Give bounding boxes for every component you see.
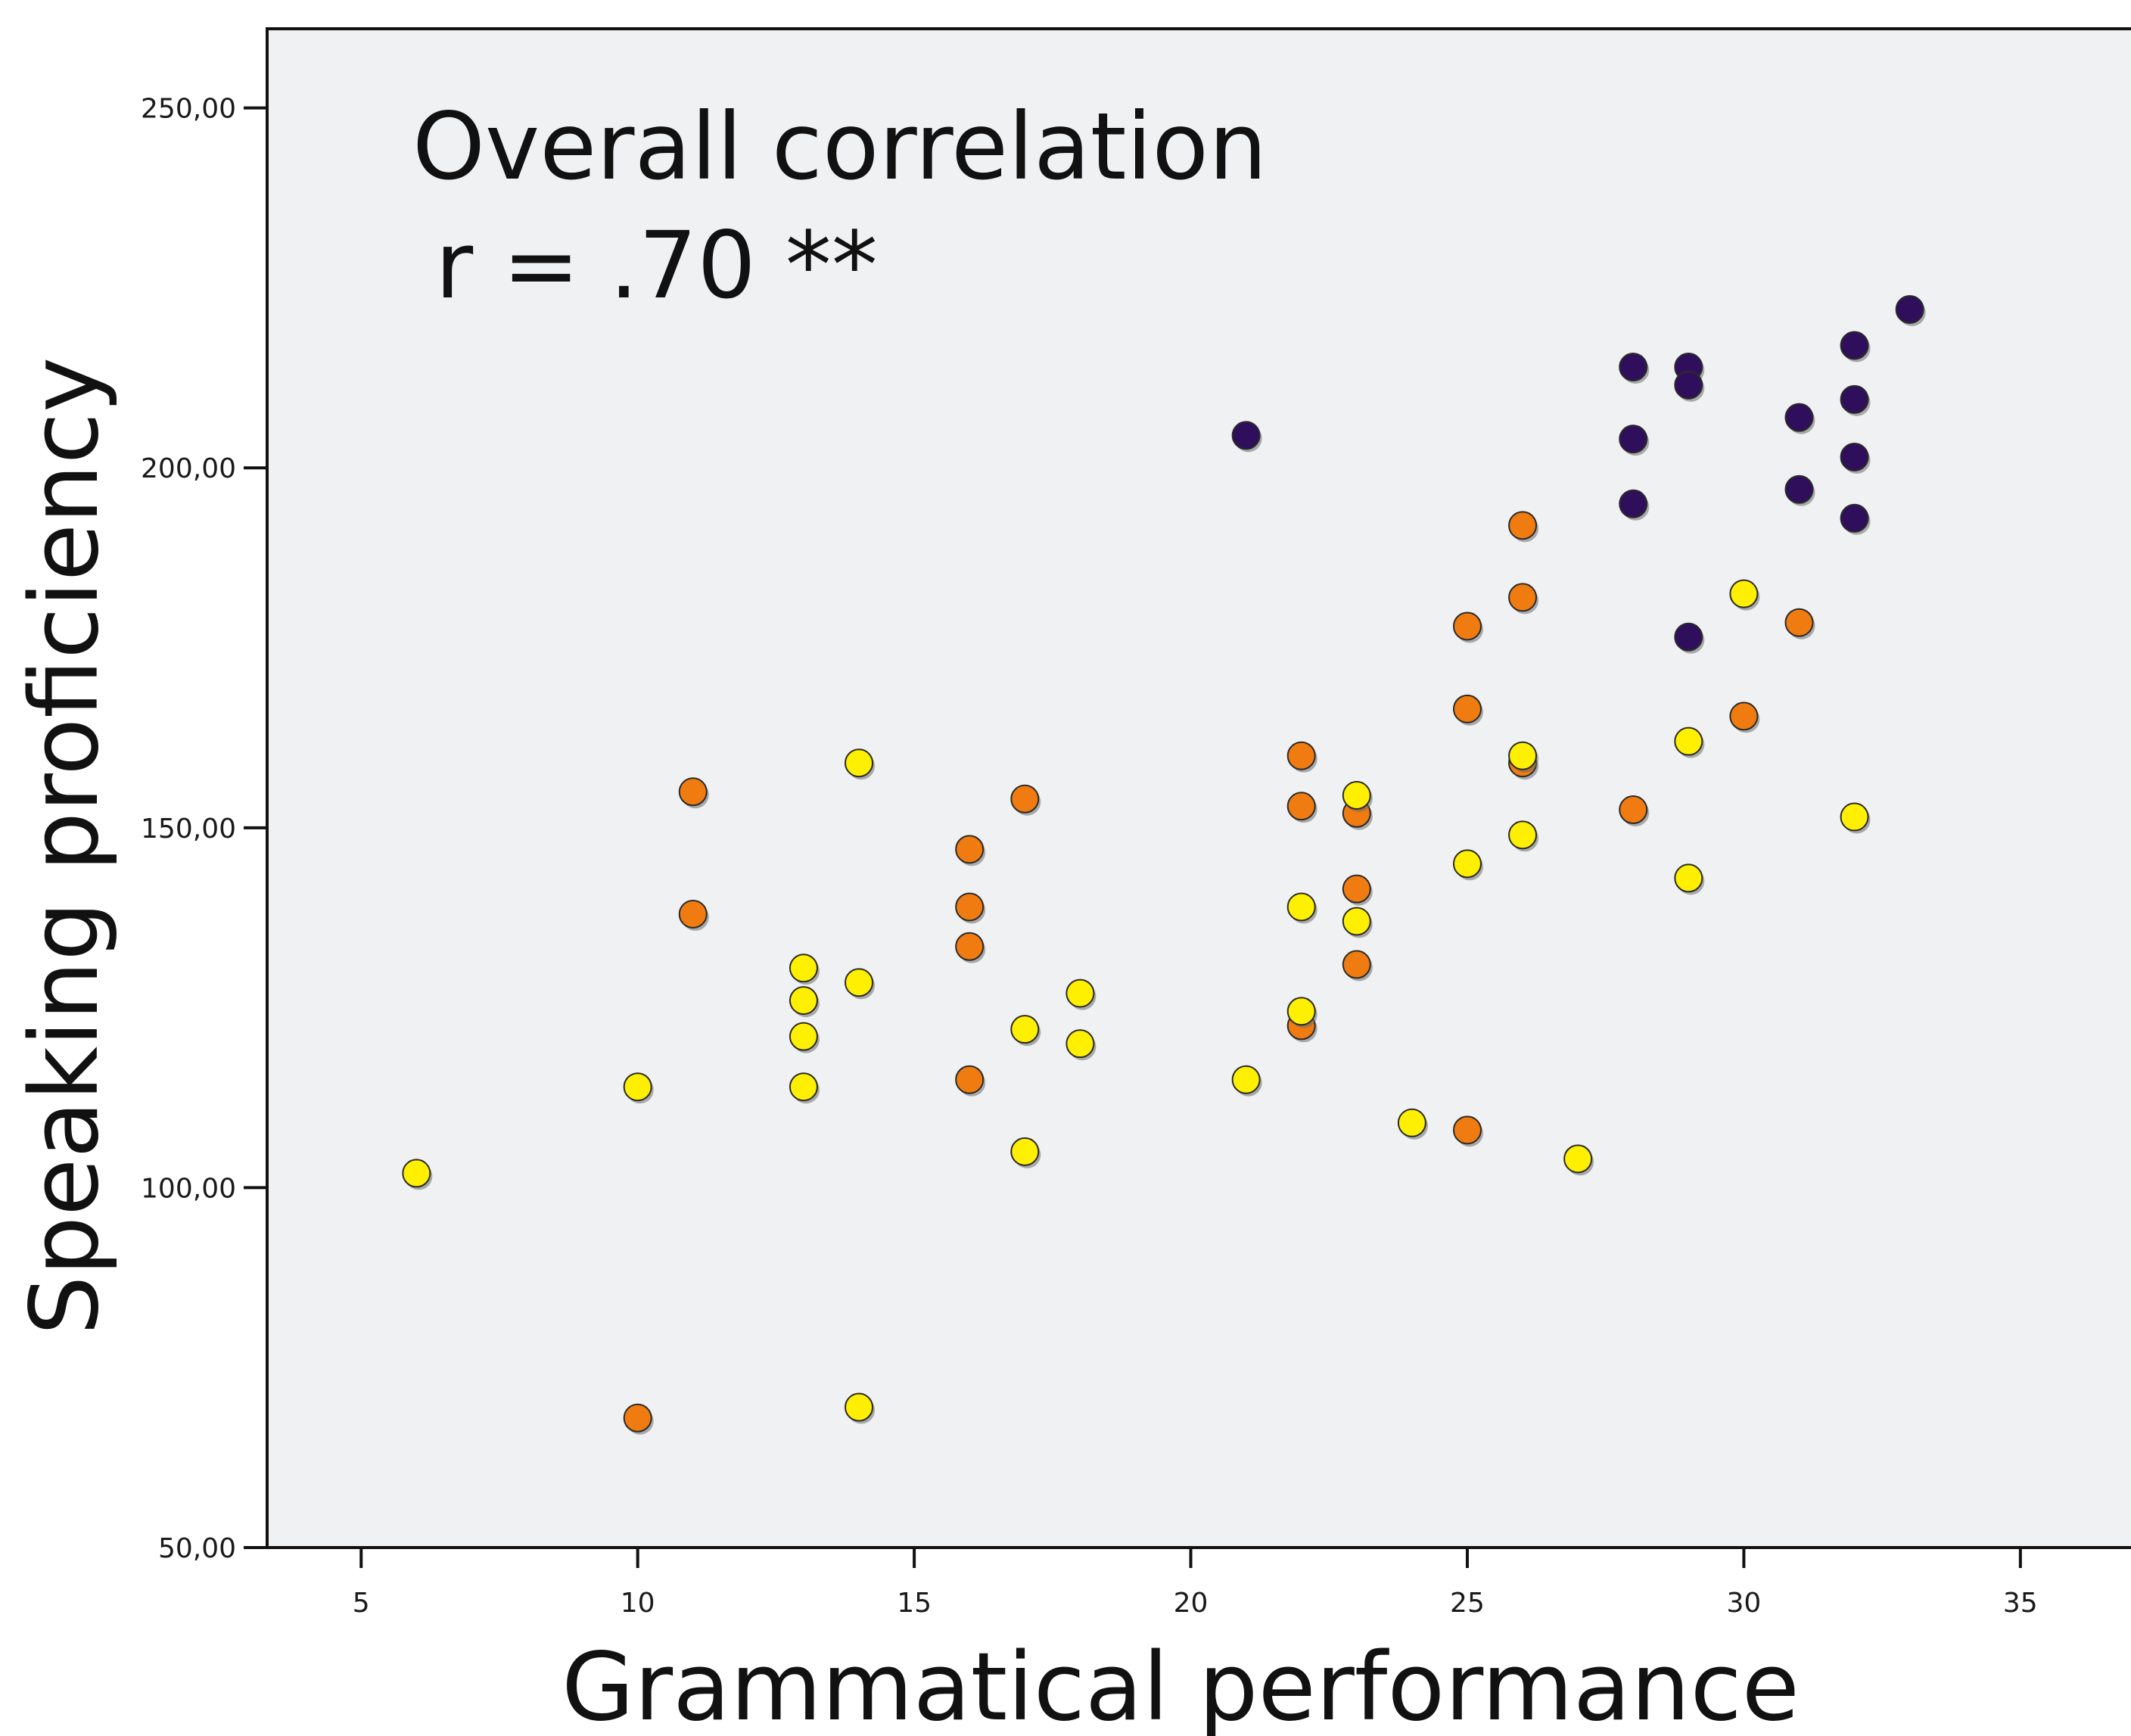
scatter-point bbox=[1231, 421, 1261, 450]
scatter-point bbox=[1563, 1144, 1593, 1174]
scatter-point bbox=[1397, 1108, 1426, 1137]
scatter-point bbox=[789, 986, 818, 1016]
x-tick-label: 30 bbox=[1726, 1588, 1761, 1619]
scatter-point bbox=[1674, 863, 1703, 893]
scatter-point bbox=[1674, 726, 1703, 756]
scatter-point bbox=[1840, 384, 1869, 414]
scatter-point bbox=[1619, 425, 1648, 454]
x-tick-label: 10 bbox=[621, 1588, 655, 1619]
scatter-point bbox=[1286, 892, 1316, 922]
y-tick-label: 250,00 bbox=[141, 94, 236, 125]
scatter-point bbox=[955, 932, 985, 961]
annotation-line-1: Overall correlation bbox=[412, 93, 1267, 201]
scatter-point bbox=[1066, 1029, 1095, 1059]
scatter-point bbox=[1508, 741, 1538, 770]
scatter-point bbox=[1784, 403, 1814, 432]
scatter-point bbox=[1010, 1015, 1040, 1044]
x-axis-ticks: 5 10 15 20 25 30 35 bbox=[353, 1548, 2038, 1619]
scatter-point bbox=[789, 1022, 818, 1051]
scatter-point bbox=[845, 968, 874, 997]
scatter-point bbox=[1674, 622, 1703, 652]
scatter-point bbox=[1784, 474, 1814, 504]
scatter-point bbox=[845, 748, 874, 778]
scatter-point bbox=[1231, 1065, 1261, 1094]
scatter-point bbox=[1342, 874, 1371, 904]
y-tick-label: 100,00 bbox=[141, 1173, 236, 1204]
y-axis-title: Speaking proficiency bbox=[11, 357, 120, 1336]
scatter-point bbox=[1729, 702, 1759, 731]
scatter-point bbox=[1286, 997, 1316, 1026]
scatter-point bbox=[789, 1072, 818, 1102]
scatter-point bbox=[1452, 611, 1482, 641]
scatter-point bbox=[402, 1159, 431, 1188]
scatter-points bbox=[402, 294, 1926, 1435]
scatter-point bbox=[1452, 1115, 1482, 1145]
scatter-point bbox=[1895, 294, 1924, 324]
x-tick-label: 35 bbox=[2003, 1588, 2038, 1619]
scatter-point bbox=[678, 777, 708, 807]
x-axis-title: Grammatical performance bbox=[562, 1633, 1800, 1736]
scatter-point bbox=[623, 1072, 652, 1102]
scatter-point bbox=[1508, 583, 1538, 612]
scatter-point bbox=[1840, 503, 1869, 533]
scatter-point bbox=[955, 892, 985, 922]
scatter-point bbox=[1840, 442, 1869, 471]
scatter-point bbox=[1508, 511, 1538, 540]
scatter-point bbox=[789, 954, 818, 983]
scatter-point bbox=[1010, 1137, 1040, 1166]
scatter-point bbox=[1342, 781, 1371, 810]
scatter-point bbox=[955, 835, 985, 864]
scatter-point bbox=[1286, 741, 1316, 770]
scatter-point bbox=[845, 1392, 874, 1422]
scatter-point bbox=[623, 1403, 652, 1433]
scatter-point bbox=[1619, 489, 1648, 518]
x-tick-label: 5 bbox=[353, 1588, 370, 1619]
y-tick-label: 200,00 bbox=[141, 453, 236, 484]
scatter-point bbox=[1066, 978, 1095, 1008]
scatter-point bbox=[1840, 331, 1869, 360]
scatter-point bbox=[1452, 694, 1482, 723]
scatter-point bbox=[1674, 370, 1703, 400]
y-axis-ticks: 50,00 100,00 150,00 200,00 250,00 bbox=[141, 94, 267, 1564]
scatter-point bbox=[1342, 950, 1371, 979]
annotation-line-2: r = .70 ** bbox=[435, 212, 878, 319]
x-tick-label: 20 bbox=[1174, 1588, 1209, 1619]
scatter-point bbox=[1729, 579, 1759, 608]
scatter-point bbox=[955, 1065, 985, 1094]
y-tick-label: 50,00 bbox=[158, 1533, 236, 1564]
x-tick-label: 15 bbox=[897, 1588, 932, 1619]
x-tick-label: 25 bbox=[1450, 1588, 1485, 1619]
scatter-point bbox=[1619, 795, 1648, 825]
scatter-point bbox=[1619, 353, 1648, 382]
plot-area bbox=[266, 29, 2131, 1548]
scatter-point bbox=[1452, 849, 1482, 879]
scatter-point bbox=[1010, 784, 1040, 814]
scatter-point bbox=[1784, 608, 1814, 637]
scatter-point bbox=[1508, 820, 1538, 850]
scatter-point bbox=[1342, 907, 1371, 936]
scatter-point bbox=[1286, 792, 1316, 821]
scatter-point bbox=[678, 899, 708, 929]
y-tick-label: 150,00 bbox=[141, 814, 236, 845]
scatter-point bbox=[1840, 802, 1869, 832]
